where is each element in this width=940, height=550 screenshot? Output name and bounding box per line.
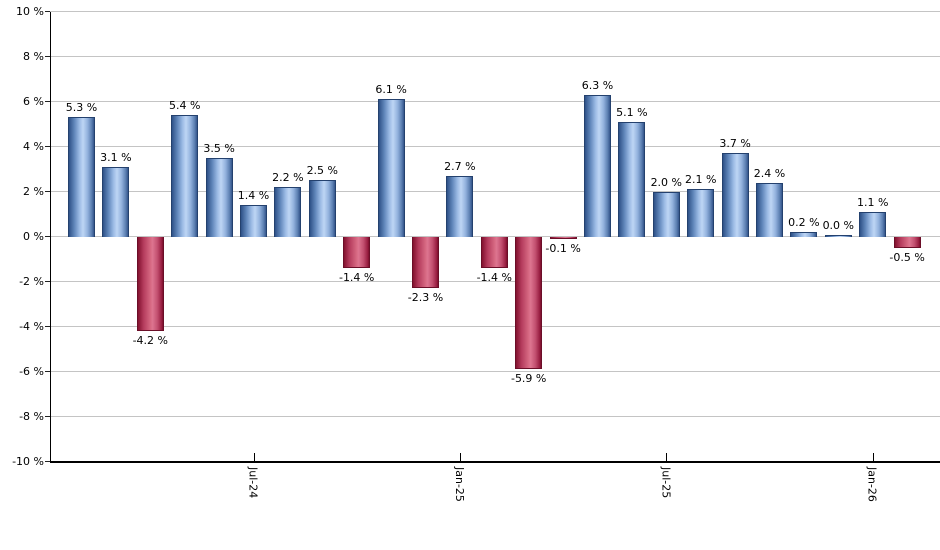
bar <box>274 187 302 237</box>
y-axis-tick <box>45 56 50 57</box>
bar <box>343 236 371 268</box>
y-gridline <box>50 191 940 192</box>
bar-value-label: 2.4 % <box>753 166 786 180</box>
x-axis-tick-label: Jul-24 <box>246 467 260 499</box>
bar-value-label: -5.9 % <box>510 372 547 386</box>
x-axis-tick <box>253 453 255 461</box>
y-axis-line <box>50 12 51 462</box>
bar-value-label: 2.0 % <box>650 175 683 189</box>
bar <box>584 94 611 237</box>
bar <box>859 211 887 237</box>
bar-value-label: 1.4 % <box>237 189 270 202</box>
bar-value-label: -0.5 % <box>889 250 925 264</box>
bar-value-label: -2.3 % <box>407 291 444 305</box>
bar <box>756 182 783 237</box>
y-axis-tick-label: -8 % <box>19 410 44 423</box>
y-axis-tick <box>45 191 50 192</box>
y-axis-tick <box>45 371 50 372</box>
bar-value-label: -4.2 % <box>132 334 168 347</box>
y-gridline <box>50 326 940 327</box>
y-axis-tick-label: -10 % <box>12 455 44 468</box>
y-axis-tick <box>45 146 50 147</box>
bar <box>721 153 749 237</box>
bar-value-label: 0.0 % <box>822 219 855 232</box>
x-axis-tick <box>666 453 668 461</box>
bar-value-label: 2.7 % <box>444 159 476 173</box>
y-axis-tick <box>45 281 50 282</box>
y-axis-tick-label: -4 % <box>19 320 44 333</box>
x-axis-tick-label: Jul-25 <box>659 467 673 499</box>
x-axis-tick-label: Jan-26 <box>865 467 879 502</box>
bar-value-label: 0.2 % <box>788 216 820 229</box>
x-axis-tick <box>872 453 874 461</box>
y-gridline <box>50 56 940 57</box>
bar <box>446 175 474 237</box>
bar-value-label: -1.4 % <box>476 271 512 284</box>
bar <box>68 117 95 237</box>
bar <box>515 236 543 370</box>
y-gridline <box>50 146 940 147</box>
bar-value-label: 2.1 % <box>684 173 717 187</box>
bar <box>618 121 646 237</box>
bar-value-label: -1.4 % <box>338 271 375 284</box>
bar <box>308 180 336 237</box>
y-axis-tick-label: 4 % <box>23 140 44 153</box>
bar-value-label: 6.3 % <box>581 78 614 92</box>
bar <box>240 205 267 237</box>
bar <box>136 236 164 331</box>
bar-value-label: -0.1 % <box>545 241 581 255</box>
bar-value-label: 3.5 % <box>203 141 235 155</box>
y-axis-tick-label: 6 % <box>23 95 44 108</box>
bar <box>790 232 818 237</box>
y-gridline <box>50 371 940 372</box>
bar <box>205 157 233 237</box>
bar-value-label: 5.3 % <box>65 101 98 115</box>
y-axis-tick <box>45 416 50 417</box>
x-axis-tick-label: Jan-25 <box>452 467 466 502</box>
bar <box>687 189 715 237</box>
bar <box>652 191 680 237</box>
y-axis-tick <box>45 236 50 237</box>
y-gridline <box>50 11 940 12</box>
bar-value-label: 2.2 % <box>272 171 304 184</box>
y-gridline <box>50 101 940 102</box>
y-axis-tick <box>45 11 50 12</box>
y-gridline <box>50 281 940 282</box>
bar-value-label: 5.4 % <box>168 99 201 112</box>
y-gridline <box>50 416 940 417</box>
bar-value-label: 3.1 % <box>100 150 132 164</box>
bar-value-label: 3.7 % <box>719 137 751 151</box>
x-axis-line <box>50 461 940 463</box>
bar <box>102 166 130 237</box>
bar <box>377 99 405 237</box>
bar <box>893 236 921 248</box>
bar-value-label: 6.1 % <box>375 83 407 97</box>
y-axis-tick-label: 8 % <box>23 50 44 63</box>
bar <box>480 236 508 268</box>
y-axis-tick-label: -2 % <box>19 275 44 288</box>
y-axis-tick-label: 2 % <box>23 185 44 198</box>
bar <box>171 115 199 237</box>
y-axis-tick <box>45 461 50 462</box>
y-axis-tick <box>45 326 50 327</box>
bar <box>412 236 439 289</box>
x-axis-tick <box>459 453 461 461</box>
y-axis-tick-label: 10 % <box>16 5 44 18</box>
y-axis-tick <box>45 101 50 102</box>
bar-value-label: 1.1 % <box>856 195 889 209</box>
y-axis-tick-label: 0 % <box>23 230 44 243</box>
bar <box>549 236 577 239</box>
bar <box>824 235 852 237</box>
y-axis-tick-label: -6 % <box>19 365 44 378</box>
bar-value-label: 5.1 % <box>616 105 648 119</box>
bar-value-label: 2.5 % <box>306 164 339 178</box>
